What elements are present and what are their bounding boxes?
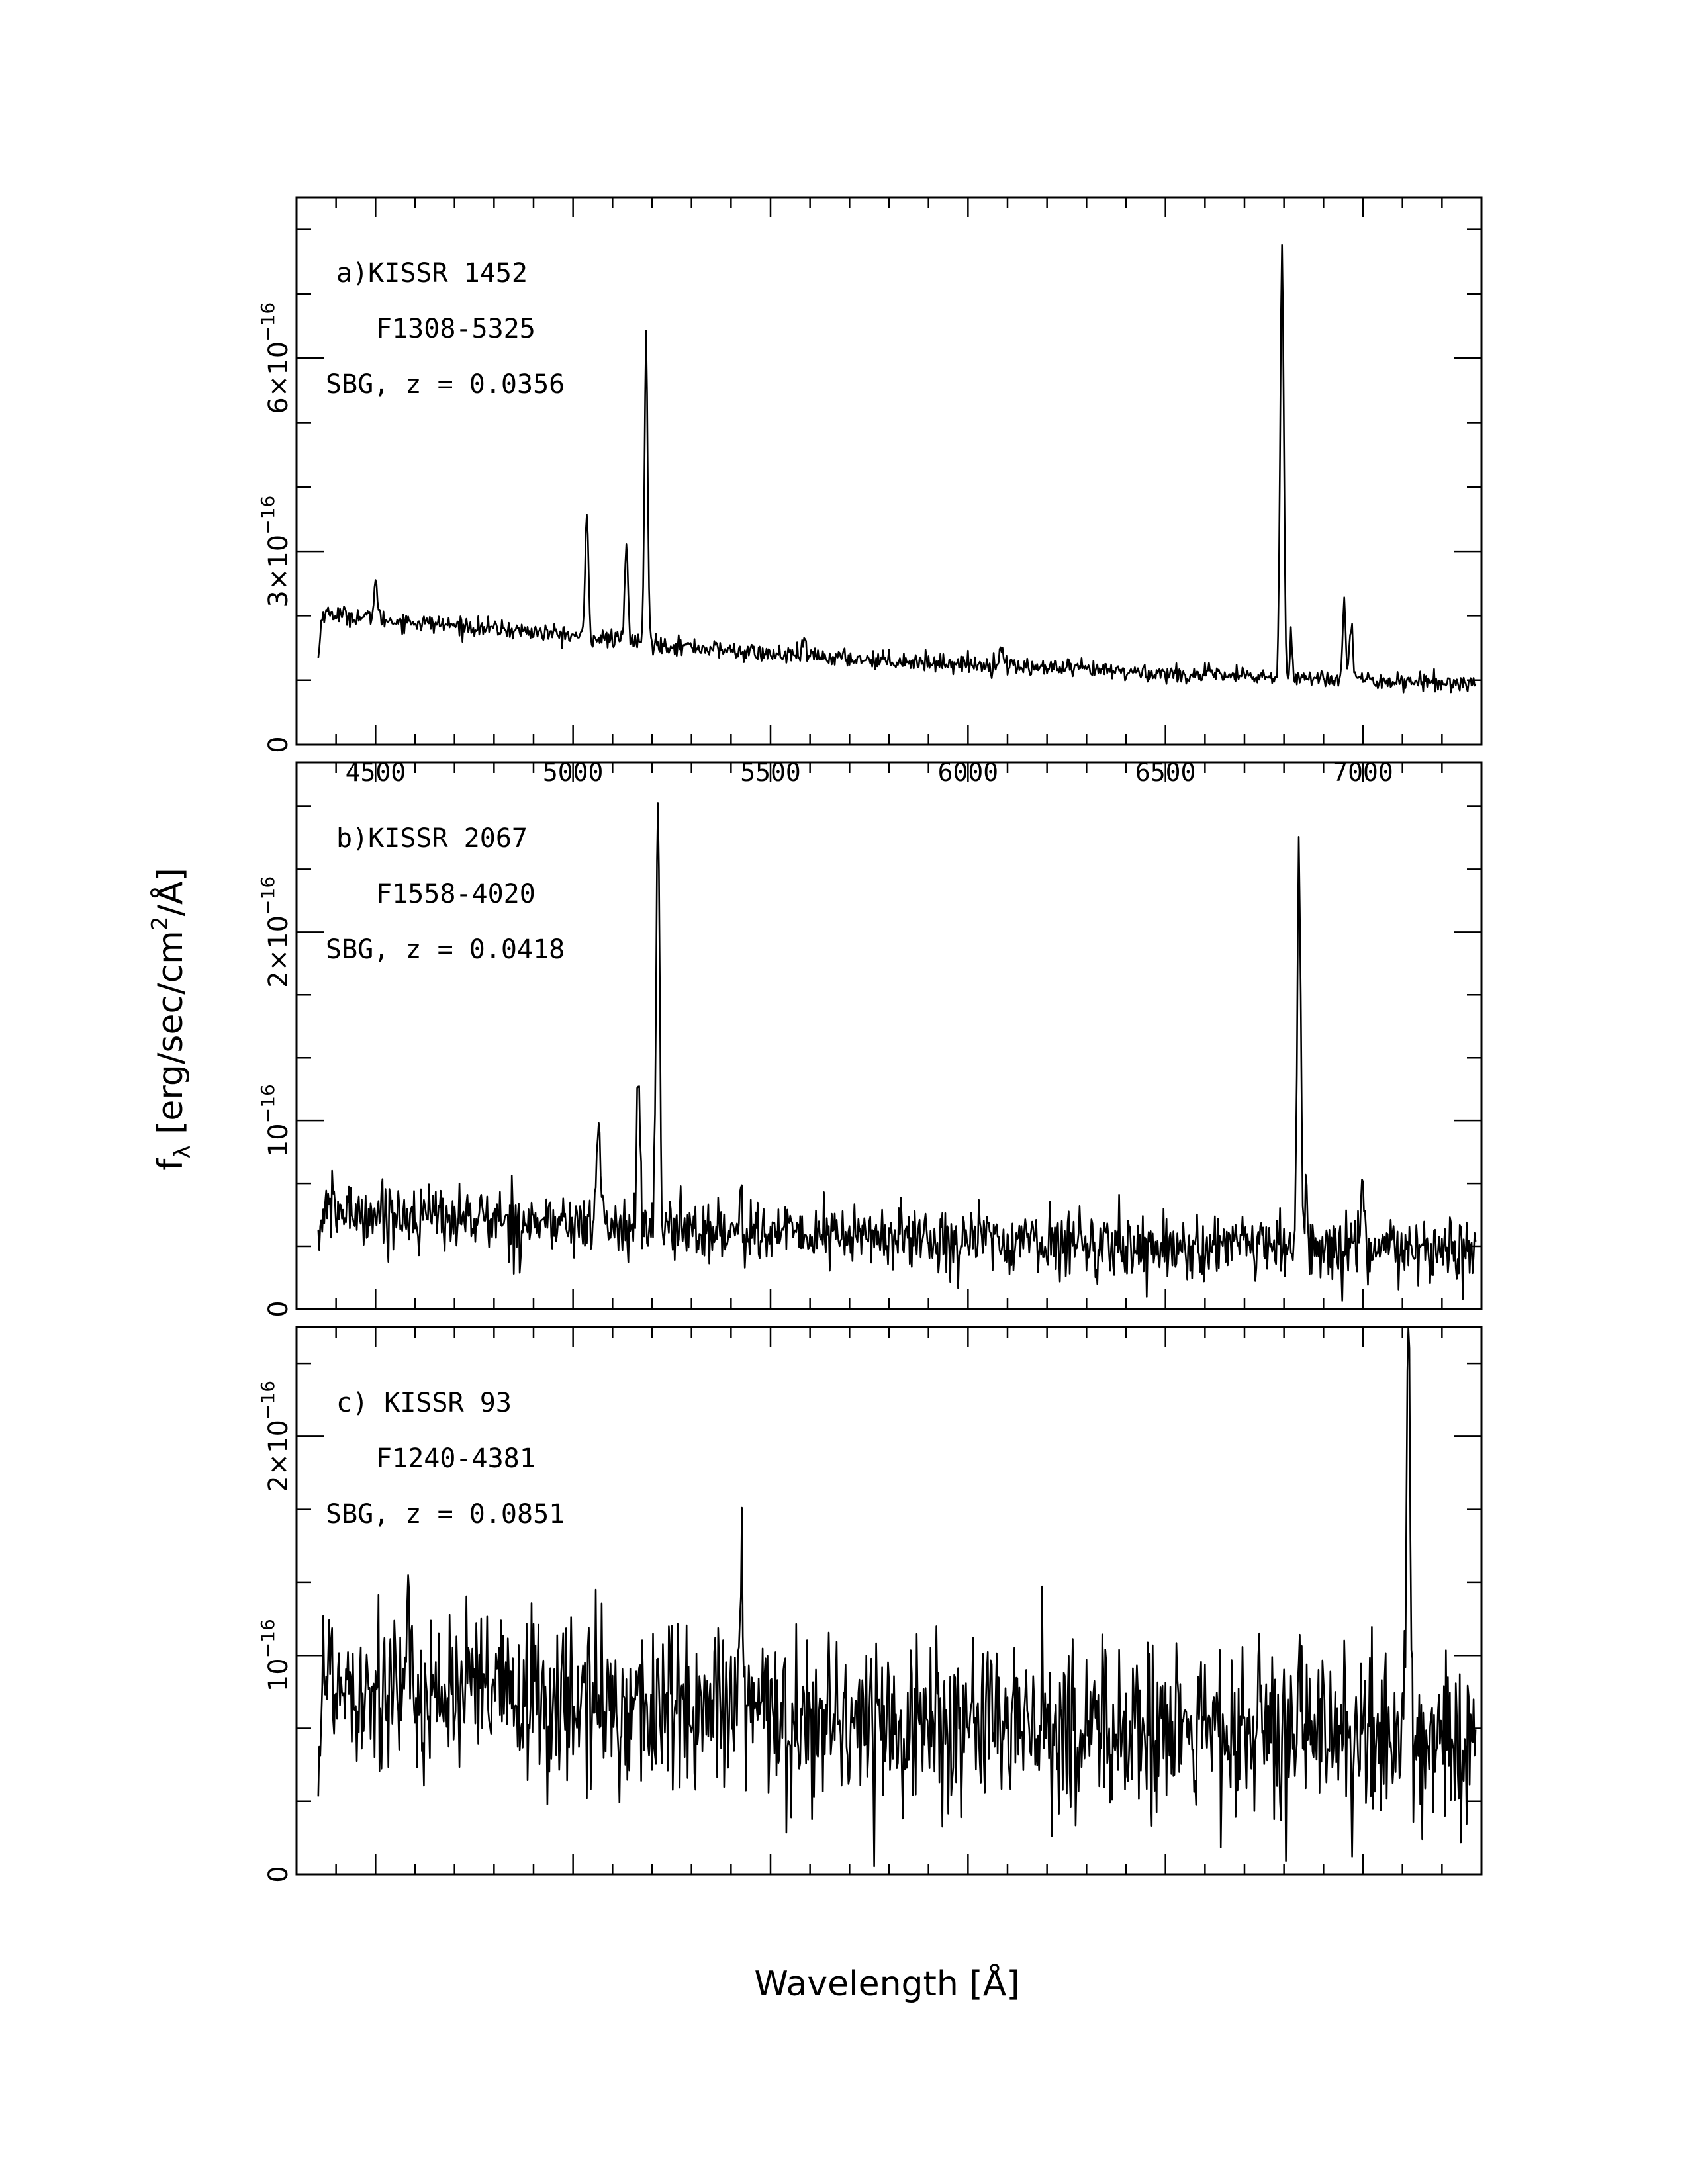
panel-c-field-name: F1240-4381 [376,1443,536,1474]
panel-b: 0 10−16 2×10−16 b)KISSR 2067 F1558-4020 SBG, … [257,761,1483,1318]
y-tick-label: 0 [263,1866,294,1882]
panel-b-field-name: F1558-4020 [376,879,536,909]
panels: 4500 5000 5500 6000 6500 700003×10−166×10−16a… [257,196,1483,1883]
y-tick-label: 10−16 [257,1619,294,1692]
x-axis-label: Wavelength [Å] [754,1963,1019,2004]
y-axis-label-end: /Å] [150,868,191,916]
panel-b-classification: SBG, z = 0.0418 [326,934,565,965]
y-tick-label: 0 [263,1300,294,1317]
panel-c-spectrum [317,1326,1477,1868]
y-tick-label: 10−16 [257,1084,294,1157]
panel-b-spectrum [317,802,1477,1302]
y-tick-label: 6×10−16 [257,302,294,414]
y-axis-label: fλ [erg/sec/cm2/Å] [147,868,196,1171]
panel-a-classification: SBG, z = 0.0356 [326,369,565,400]
panel-a-object-name: a)KISSR 1452 [336,258,528,289]
y-tick-label: 0 [263,736,294,752]
panel-a-field-name: F1308-5325 [376,314,536,344]
panel-c: 0 10−16 2×10−16 c) KISSR 93 F1240-4381 SBG, z… [257,1326,1483,1883]
panel-a-spectrum [317,244,1477,694]
y-tick-label: 2×10−16 [257,876,294,988]
panel-c-classification: SBG, z = 0.0851 [326,1499,565,1529]
panel-b-object-name: b)KISSR 2067 [336,823,528,854]
y-axis-label-sup: 2 [147,917,173,931]
panel-c-object-name: c) KISSR 93 [336,1388,512,1418]
panel-a: 4500 5000 5500 6000 6500 700003×10−166×10−16a… [257,196,1483,787]
y-axis-label-sub: λ [169,1145,196,1158]
y-axis-label-units: [erg/sec/cm [151,931,191,1145]
svg-text:fλ [erg/sec/cm2/Å]: fλ [erg/sec/cm2/Å] [147,868,196,1171]
y-tick-label: 3×10−16 [257,496,294,608]
y-axis-label-main: f [151,1158,191,1171]
y-tick-label: 2×10−16 [257,1381,294,1492]
